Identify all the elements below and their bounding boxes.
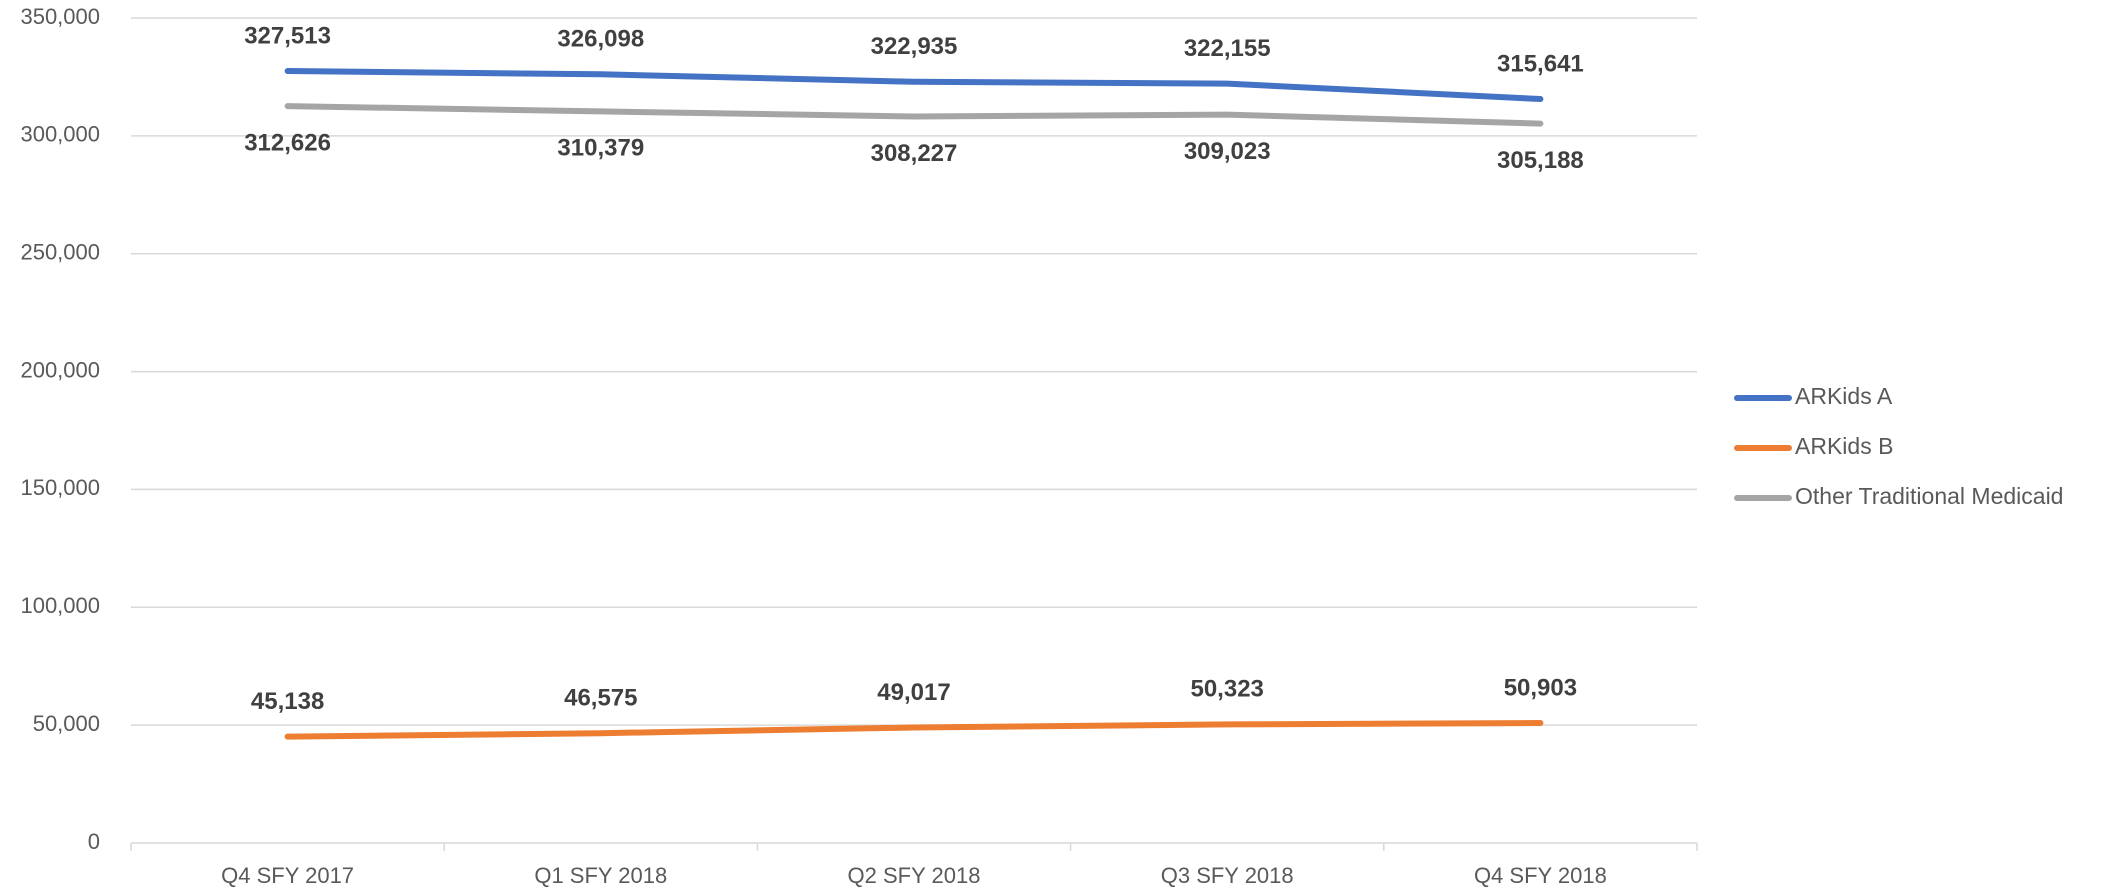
y-tick-label: 250,000 xyxy=(20,240,100,265)
x-tick-label: Q4 SFY 2018 xyxy=(1474,863,1607,888)
legend-label: Other Traditional Medicaid xyxy=(1795,483,2063,509)
y-tick-label: 150,000 xyxy=(20,475,100,500)
data-label: 309,023 xyxy=(1184,138,1271,165)
data-label: 46,575 xyxy=(564,685,637,712)
y-tick-label: 200,000 xyxy=(20,357,100,382)
x-tick-label: Q1 SFY 2018 xyxy=(534,863,667,888)
data-label: 326,098 xyxy=(557,26,644,53)
x-tick-label: Q2 SFY 2018 xyxy=(848,863,981,888)
data-label: 327,513 xyxy=(244,22,331,49)
x-tick-label: Q3 SFY 2018 xyxy=(1161,863,1294,888)
data-label: 315,641 xyxy=(1497,50,1584,77)
line-series xyxy=(284,103,1544,127)
data-label: 310,379 xyxy=(557,135,644,162)
legend-label: ARKids A xyxy=(1795,383,1893,409)
line-series xyxy=(284,68,1544,102)
y-tick-label: 300,000 xyxy=(20,122,100,147)
x-tick-label: Q4 SFY 2017 xyxy=(221,863,354,888)
data-label: 305,188 xyxy=(1497,147,1584,174)
y-tick-label: 100,000 xyxy=(20,593,100,618)
data-label: 322,155 xyxy=(1184,35,1271,62)
data-label: 49,017 xyxy=(877,679,950,706)
y-tick-label: 350,000 xyxy=(20,4,100,29)
data-label: 45,138 xyxy=(251,688,324,715)
legend-label: ARKids B xyxy=(1795,433,1893,459)
y-tick-label: 0 xyxy=(88,829,100,854)
data-label: 308,227 xyxy=(871,140,958,167)
data-label: 50,323 xyxy=(1190,676,1263,703)
line-series xyxy=(284,720,1544,740)
data-label: 322,935 xyxy=(871,33,958,60)
y-tick-label: 50,000 xyxy=(33,711,100,736)
data-label: 50,903 xyxy=(1504,674,1577,701)
data-label: 312,626 xyxy=(244,129,331,156)
